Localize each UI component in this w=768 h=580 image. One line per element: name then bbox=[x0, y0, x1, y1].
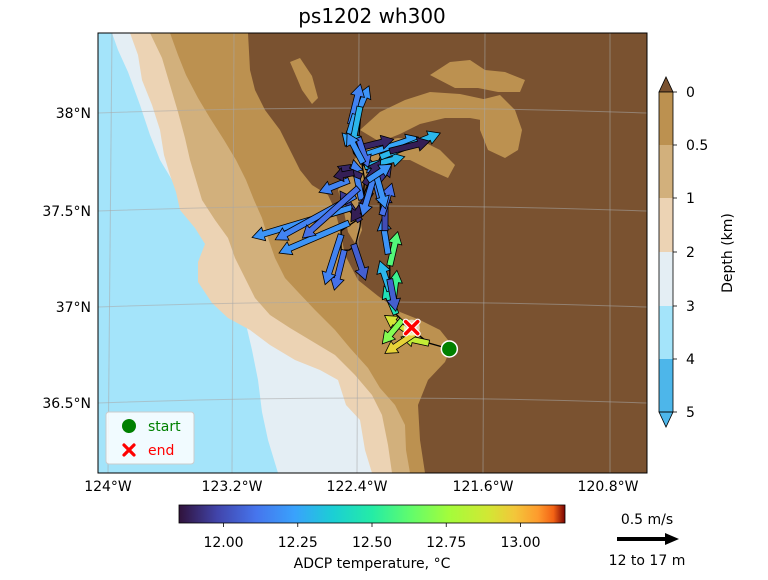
current-vector-arrow bbox=[278, 219, 351, 256]
end-marker bbox=[402, 318, 421, 337]
current-vector-arrow bbox=[384, 330, 418, 354]
current-vector-arrow bbox=[318, 176, 351, 195]
lon-tick: 120.8°W bbox=[578, 479, 639, 495]
san-pablo-bay bbox=[360, 92, 500, 142]
temperature-colorbar: 12.00 12.25 12.50 12.75 13.00 ADCP tempe… bbox=[178, 504, 566, 572]
current-vector-arrow bbox=[350, 242, 370, 282]
legend-start-marker bbox=[122, 419, 136, 433]
lon-tick: 121.6°W bbox=[453, 479, 514, 495]
current-vector-arrow bbox=[381, 317, 406, 345]
scale-arrow-key: 0.5 m/s 12 to 17 m bbox=[609, 512, 686, 569]
suisun-bay bbox=[430, 60, 525, 92]
longitude-ticks: 124°W 123.2°W 122.4°W 121.6°W 120.8°W bbox=[84, 479, 638, 495]
map-area bbox=[98, 33, 647, 473]
scale-depth-label: 12 to 17 m bbox=[609, 553, 686, 569]
legend-end-marker bbox=[122, 443, 136, 457]
temp-tick: 13.00 bbox=[500, 535, 540, 551]
temp-tick: 12.25 bbox=[278, 535, 318, 551]
lon-tick: 124°W bbox=[84, 479, 132, 495]
temperature-gradient bbox=[178, 504, 566, 524]
legend: start end bbox=[105, 411, 195, 465]
depth-tick: 4 bbox=[686, 352, 695, 368]
legend-end-label: end bbox=[148, 443, 174, 459]
delta bbox=[480, 95, 522, 158]
current-vector-arrow bbox=[321, 233, 345, 286]
current-vector-arrow bbox=[365, 163, 393, 184]
start-marker bbox=[440, 340, 459, 358]
tomales-bay bbox=[290, 58, 318, 104]
latitude-ticks: 38°N 37.5°N 37°N 36.5°N bbox=[42, 106, 91, 412]
current-vector-arrow bbox=[346, 132, 367, 165]
current-vector-arrow bbox=[329, 248, 348, 291]
lat-tick: 36.5°N bbox=[42, 396, 91, 412]
depth-tick: 0.5 bbox=[686, 138, 708, 154]
lat-tick: 37.5°N bbox=[42, 204, 91, 220]
current-vectors bbox=[251, 83, 442, 354]
current-vector-arrow bbox=[386, 230, 403, 267]
depth-tick: 1 bbox=[686, 191, 695, 207]
map-frame bbox=[97, 32, 648, 474]
temp-tick: 12.00 bbox=[203, 535, 243, 551]
lon-tick: 122.4°W bbox=[327, 479, 388, 495]
scale-arrow-icon bbox=[617, 533, 679, 545]
current-vector-arrow bbox=[388, 136, 431, 155]
depth-colorbar-label: Depth (km) bbox=[720, 213, 736, 293]
depth-extend-top bbox=[658, 76, 674, 93]
scale-speed-label: 0.5 m/s bbox=[621, 512, 673, 528]
depth-tick: 3 bbox=[686, 299, 695, 315]
temperature-ticks: 12.00 12.25 12.50 12.75 13.00 bbox=[203, 535, 540, 551]
depth-tick: 5 bbox=[686, 405, 695, 421]
depth-extend-bottom bbox=[658, 411, 674, 428]
depth-colorbar: 0 0.5 1 2 3 4 5 Depth (km) bbox=[658, 76, 736, 428]
lon-tick: 123.2°W bbox=[202, 479, 263, 495]
chart-title: ps1202 wh300 bbox=[298, 4, 446, 28]
current-vector-arrow bbox=[385, 278, 402, 312]
temp-tick: 12.75 bbox=[426, 535, 466, 551]
legend-start-label: start bbox=[148, 419, 181, 435]
depth-tick: 2 bbox=[686, 245, 695, 261]
graticule bbox=[98, 33, 647, 473]
lat-tick: 37°N bbox=[56, 300, 91, 316]
temp-tick: 12.50 bbox=[352, 535, 392, 551]
depth-tick: 0 bbox=[686, 85, 695, 101]
lat-tick: 38°N bbox=[56, 106, 91, 122]
temperature-colorbar-label: ADCP temperature, °C bbox=[294, 556, 451, 572]
current-vector-arrow bbox=[301, 185, 361, 239]
current-vector-arrow bbox=[333, 167, 355, 183]
